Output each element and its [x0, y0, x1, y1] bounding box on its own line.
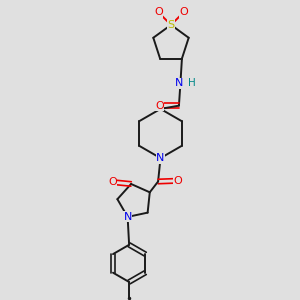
Text: O: O: [155, 100, 164, 111]
Text: O: O: [173, 176, 182, 186]
Text: O: O: [179, 7, 188, 17]
Text: S: S: [167, 20, 175, 30]
Text: O: O: [154, 7, 163, 17]
Text: N: N: [123, 212, 132, 222]
Text: N: N: [156, 153, 165, 163]
Text: N: N: [175, 78, 183, 88]
Text: O: O: [108, 178, 117, 188]
Text: H: H: [188, 78, 196, 88]
